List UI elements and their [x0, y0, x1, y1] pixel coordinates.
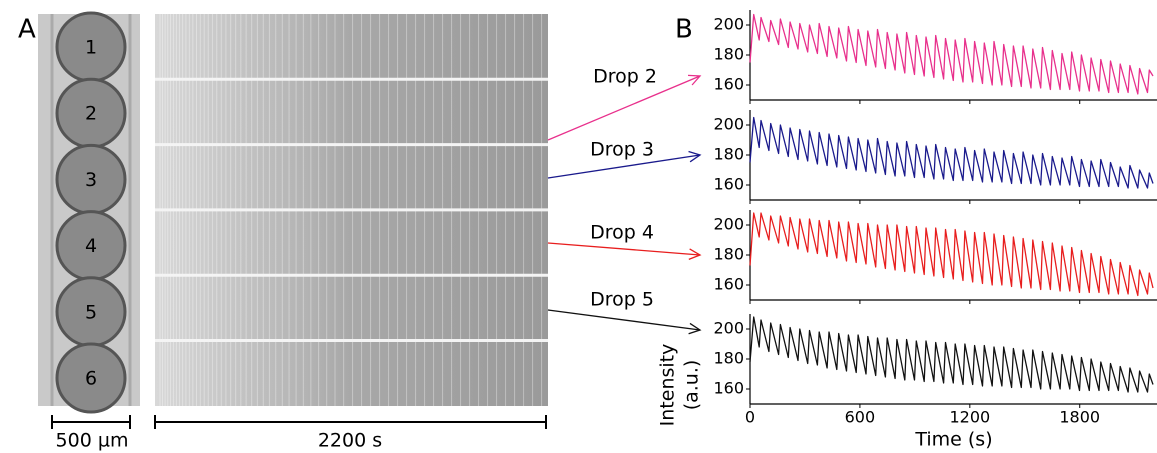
y-tick-label: 200: [713, 15, 744, 34]
panel-label: A: [18, 15, 36, 45]
arrow-head: [688, 248, 702, 260]
y-tick-label: 200: [713, 319, 744, 338]
y-tick-label: 200: [713, 215, 744, 234]
series-line: [749, 212, 1154, 297]
series-line: [749, 116, 1154, 189]
drop-number: 3: [85, 169, 97, 191]
y-tick-label: 160: [713, 75, 744, 94]
arrow: [547, 75, 701, 141]
y-tick-label: 160: [713, 275, 744, 294]
legend-label: Drop 4: [590, 222, 654, 244]
y-tick-label: 180: [713, 245, 744, 264]
x-tick-label: 1200: [949, 408, 990, 427]
arrow: [547, 154, 701, 179]
y-axis-label: (a.u.): [681, 360, 703, 411]
drop: [55, 342, 127, 414]
x-tick-label: 600: [845, 408, 876, 427]
arrow-head: [688, 322, 702, 335]
arrow: [547, 309, 701, 331]
x-tick-label: 1800: [1059, 408, 1100, 427]
y-tick-label: 180: [713, 349, 744, 368]
arrow-head: [687, 74, 702, 86]
series-line: [749, 13, 1154, 95]
drop-number: 6: [85, 368, 97, 390]
legend-label: Drop 2: [593, 66, 657, 88]
scale-label: 500 µm: [56, 430, 129, 452]
drop-number: 4: [85, 235, 97, 257]
y-tick-label: 160: [713, 379, 744, 398]
legend-label: Drop 5: [590, 289, 654, 311]
panel-label: B: [675, 15, 693, 45]
y-axis-label: Intensity: [657, 344, 679, 427]
scale-label: 2200 s: [318, 430, 382, 452]
arrow-head: [688, 150, 702, 163]
y-tick-label: 160: [713, 175, 744, 194]
drop-number: 5: [85, 301, 97, 323]
x-axis-label: Time (s): [914, 429, 992, 451]
arrow: [547, 242, 701, 256]
drop-number: 1: [85, 37, 97, 59]
y-tick-label: 180: [713, 145, 744, 164]
y-tick-label: 200: [713, 115, 744, 134]
drop-number: 2: [85, 103, 97, 125]
x-tick-label: 0: [745, 408, 755, 427]
legend-label: Drop 3: [590, 139, 654, 161]
series-line: [749, 316, 1154, 393]
y-tick-label: 180: [713, 45, 744, 64]
